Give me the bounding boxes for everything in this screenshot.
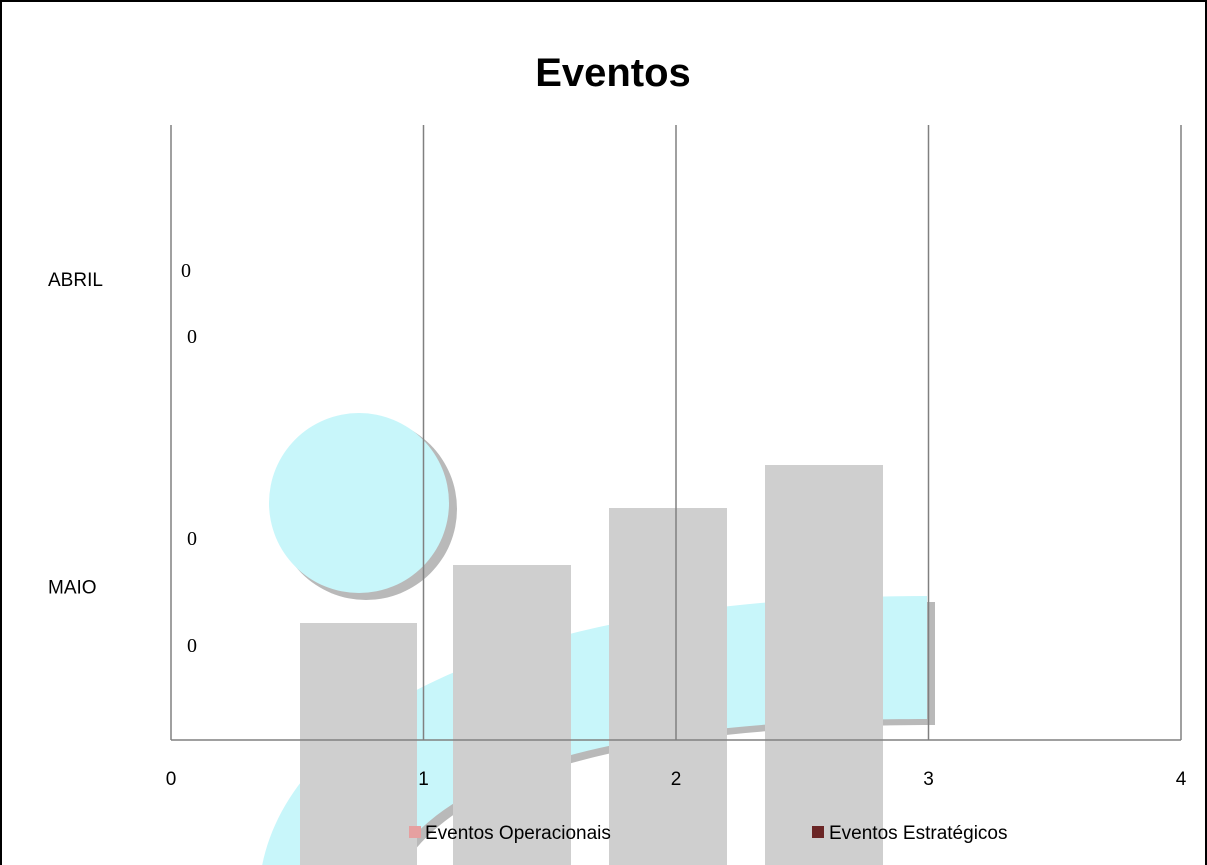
gridlines (170, 125, 1182, 740)
legend-swatch-operacionais (409, 826, 421, 838)
watermark-bar-3 (609, 508, 727, 865)
legend-swatch-estrategicos (812, 826, 824, 838)
legend: Eventos Operacionais Eventos Estratégico… (409, 823, 1007, 844)
x-tick-label-0: 0 (166, 769, 177, 790)
data-label-maio-1: 0 (187, 635, 197, 657)
chart-title: Eventos (535, 51, 691, 95)
data-label-maio-0: 0 (187, 528, 197, 550)
category-label-abril: ABRIL (48, 270, 103, 291)
x-tick-labels: 0 1 2 3 4 (166, 769, 1187, 790)
data-label-abril-0: 0 (181, 260, 191, 282)
watermark-logo (262, 413, 935, 865)
x-tick-label-2: 2 (671, 769, 682, 790)
data-label-abril-1: 0 (187, 326, 197, 348)
x-tick-label-3: 3 (923, 769, 934, 790)
legend-label-operacionais: Eventos Operacionais (425, 823, 611, 844)
category-label-maio: MAIO (48, 577, 97, 598)
watermark-dot (269, 413, 449, 593)
x-tick-label-4: 4 (1176, 769, 1187, 790)
data-labels: 0 0 0 0 (181, 260, 197, 657)
legend-label-estrategicos: Eventos Estratégicos (829, 823, 1007, 844)
watermark-bar-2 (453, 565, 571, 865)
watermark-bar-1 (300, 623, 417, 865)
watermark-bar-4 (765, 465, 883, 865)
x-tick-label-1: 1 (418, 769, 429, 790)
category-labels: ABRIL MAIO (48, 270, 103, 599)
watermark-arc (262, 596, 927, 865)
